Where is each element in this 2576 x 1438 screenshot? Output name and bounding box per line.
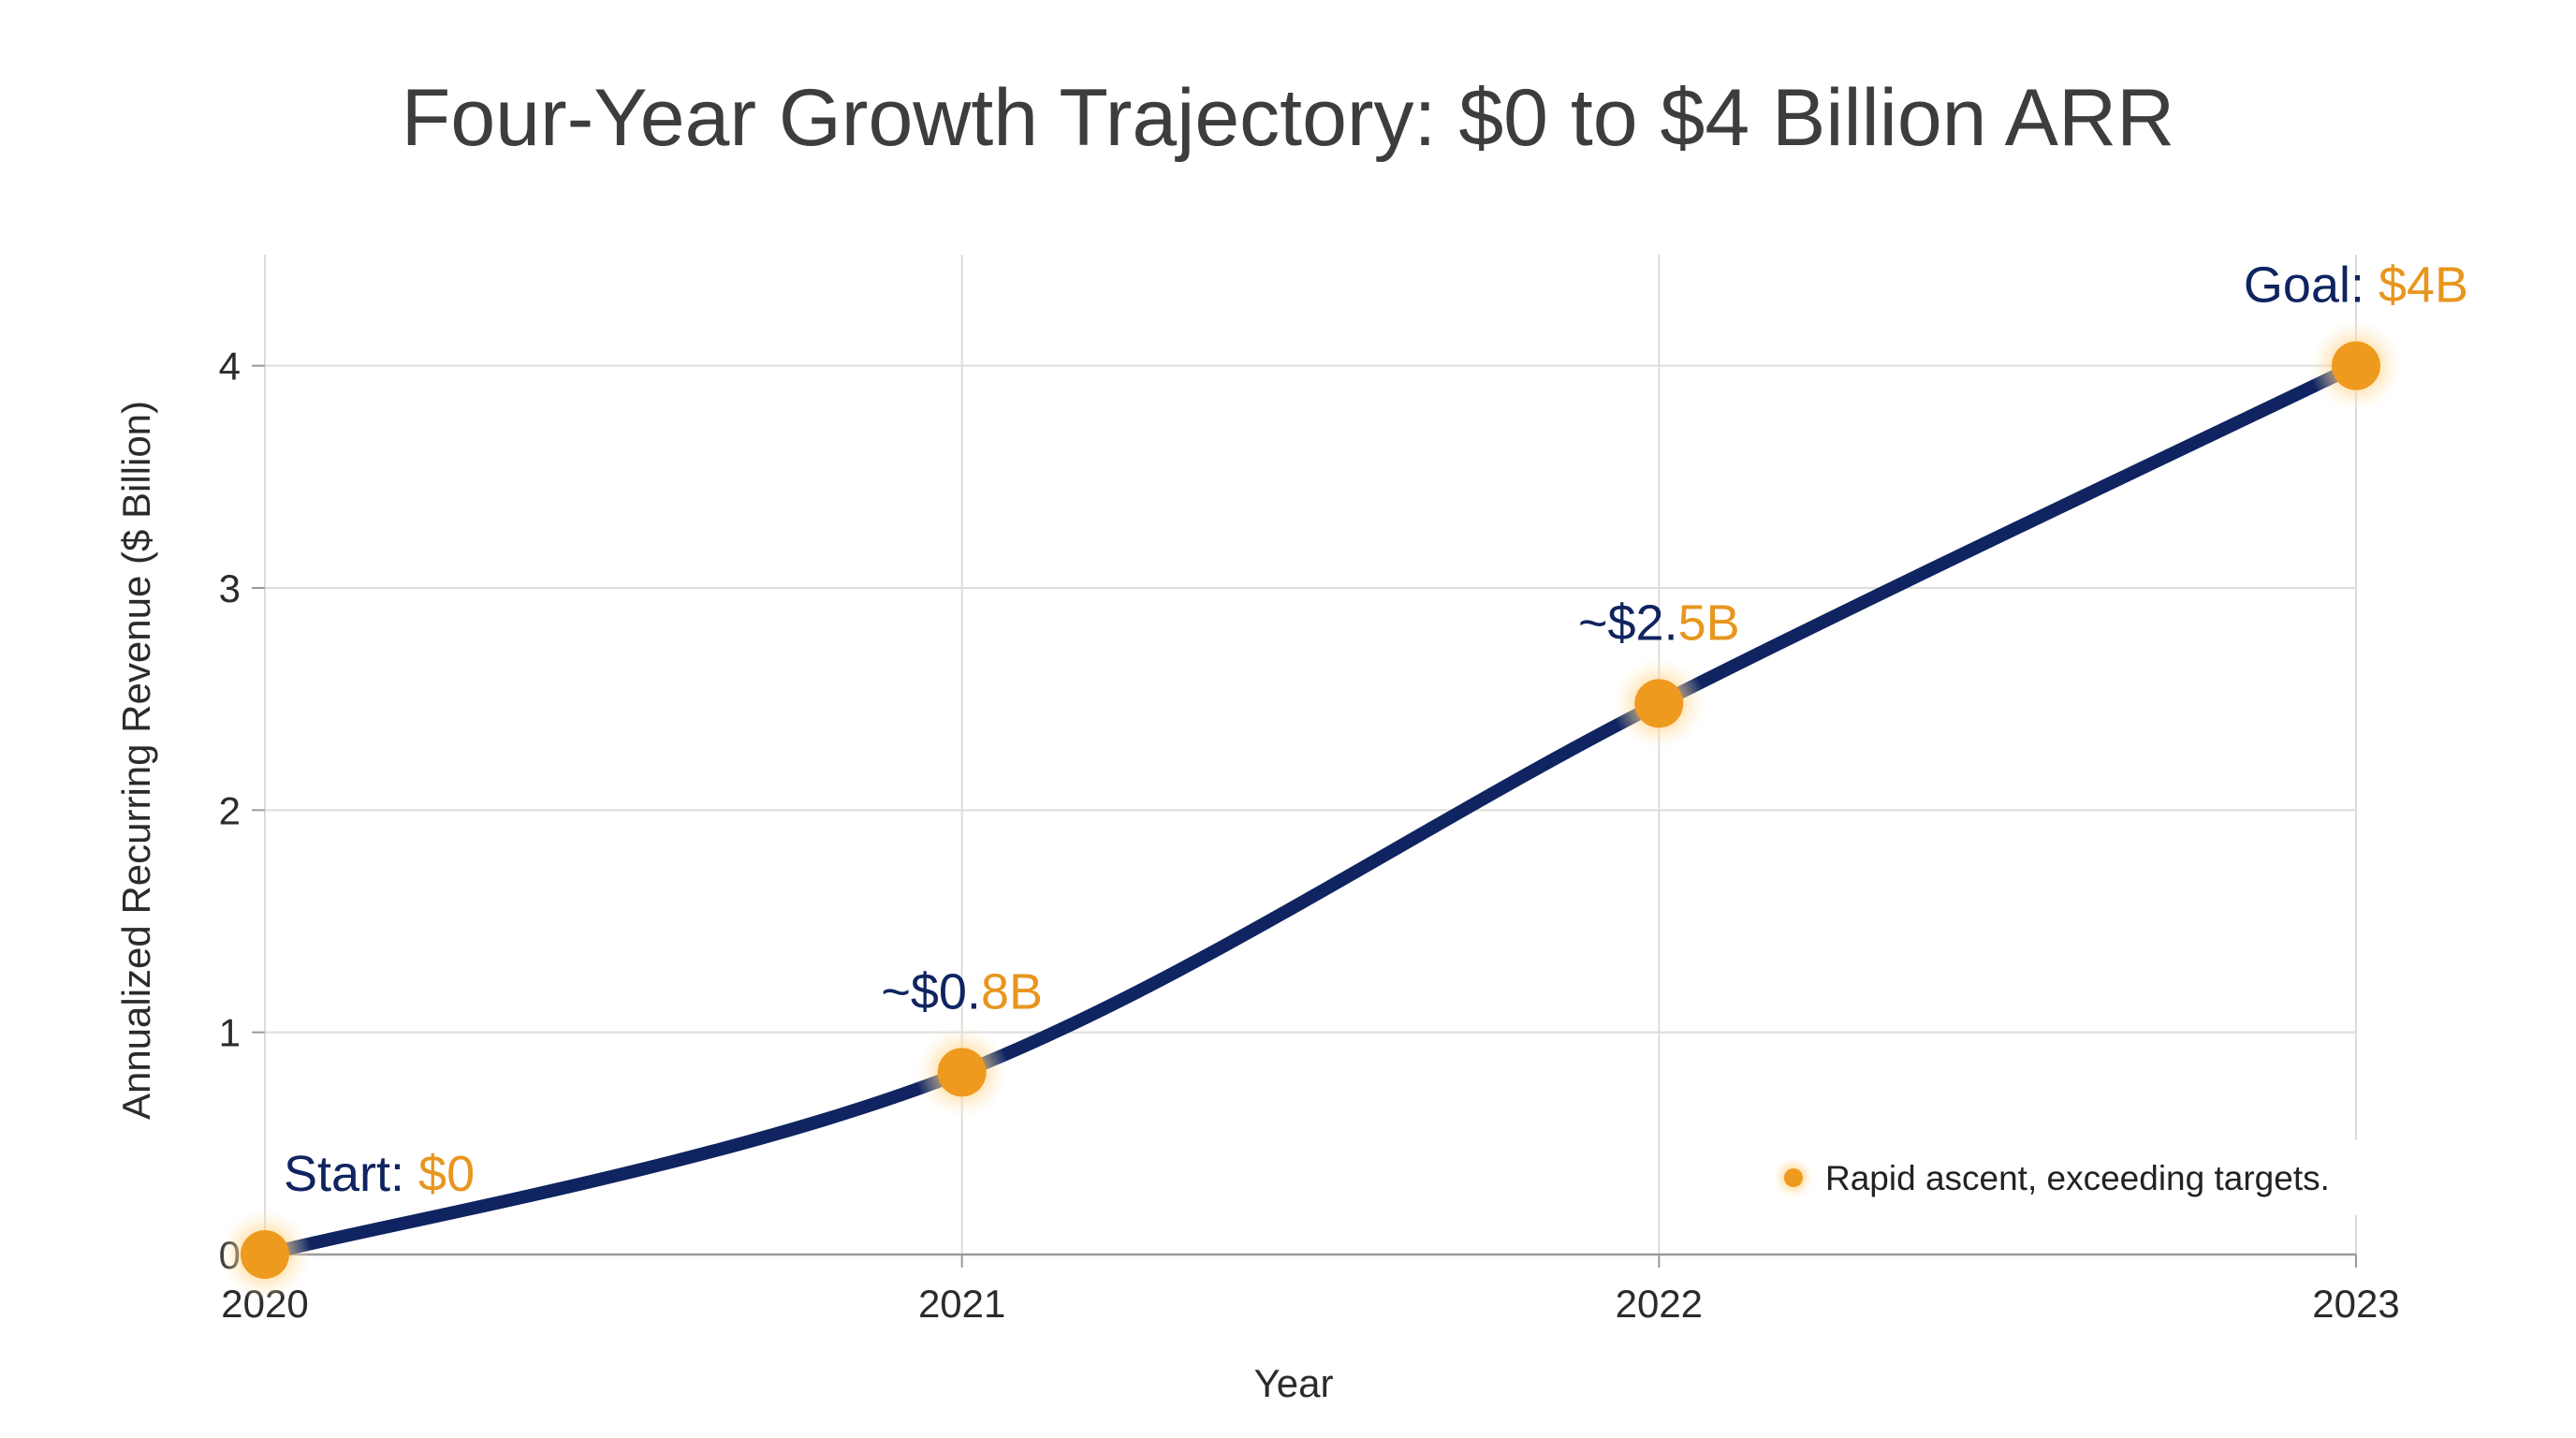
annotation-value: $0 bbox=[418, 1146, 475, 1202]
x-axis-label: Year bbox=[1254, 1361, 1334, 1405]
grid bbox=[264, 255, 2357, 1255]
data-point bbox=[1634, 679, 1684, 728]
annotation-value: $4B bbox=[2378, 257, 2468, 314]
data-point bbox=[2332, 341, 2380, 390]
y-tick-label: 3 bbox=[219, 566, 241, 610]
data-point bbox=[937, 1048, 987, 1097]
data-point bbox=[241, 1230, 289, 1279]
series bbox=[258, 359, 2363, 1261]
annotation-prefix: ~$2. bbox=[1578, 594, 1678, 651]
x-tick-label: 2022 bbox=[1616, 1282, 1703, 1326]
annotation-value: 8B bbox=[981, 963, 1043, 1020]
x-tick-label: 2021 bbox=[918, 1282, 1005, 1326]
point-annotation: ~$2.5B bbox=[1578, 594, 1740, 651]
legend-marker bbox=[1784, 1168, 1803, 1187]
point-annotation: Start: $0 bbox=[284, 1146, 475, 1202]
annotation-prefix: Goal: bbox=[2244, 257, 2378, 314]
markers bbox=[218, 318, 2403, 1301]
legend-label: Rapid ascent, exceeding targets. bbox=[1825, 1159, 2330, 1197]
legend: Rapid ascent, exceeding targets. bbox=[1750, 1140, 2359, 1215]
series-line bbox=[258, 359, 2363, 1261]
y-axis-label: Annualized Recurring Revenue ($ Billion) bbox=[114, 401, 158, 1120]
chart-title: Four-Year Growth Trajectory: $0 to $4 Bi… bbox=[402, 73, 2174, 163]
legend-box bbox=[1750, 1140, 2359, 1215]
annotation-prefix: Start: bbox=[284, 1146, 418, 1202]
annotation-prefix: ~$0. bbox=[881, 963, 981, 1020]
annotations: Start: $0 ~$0.8B ~$2.5B Goal: $4B bbox=[284, 257, 2468, 1202]
point-annotation: ~$0.8B bbox=[881, 963, 1043, 1020]
y-tick-label: 2 bbox=[219, 788, 241, 832]
x-tick-label: 2023 bbox=[2312, 1282, 2399, 1326]
annotation-value: 5B bbox=[1678, 594, 1740, 651]
y-tick-label: 4 bbox=[219, 345, 241, 389]
point-annotation: Goal: $4B bbox=[2244, 257, 2468, 314]
y-tick-label: 1 bbox=[219, 1011, 241, 1055]
